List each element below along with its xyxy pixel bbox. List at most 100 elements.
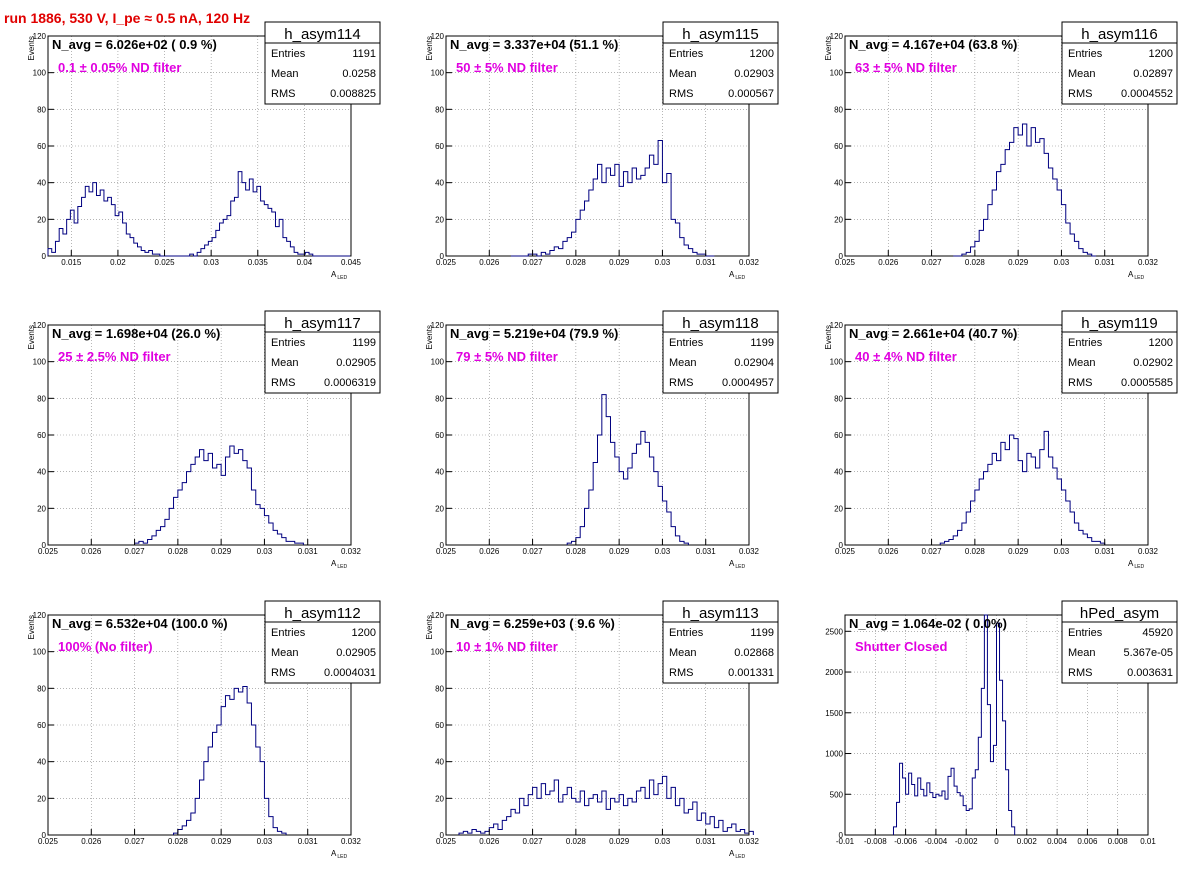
histogram-name: h_asym114 xyxy=(284,26,360,43)
y-tick-label: 40 xyxy=(435,179,444,188)
stats-label: Mean xyxy=(669,647,697,659)
y-tick-label: 100 xyxy=(33,648,47,657)
histogram-panel-h_asym116: 0.025 0.026 0.027 0.028 0.029 0.03 0.031 0.032 0… xyxy=(824,21,1178,281)
stats-value: 45920 xyxy=(1142,627,1173,639)
x-tick-label: 0 xyxy=(994,837,999,846)
x-axis-label: ALED xyxy=(1128,270,1144,281)
stats-value: 0.02868 xyxy=(734,647,774,659)
stats-value: 0.0005585 xyxy=(1121,377,1173,389)
histogram-series xyxy=(892,614,1016,835)
filter-annotation: 50 ± 5% ND filter xyxy=(456,60,558,75)
histogram-series xyxy=(47,171,351,257)
y-tick-label: 60 xyxy=(37,431,46,440)
filter-annotation: 10 ± 1% ND filter xyxy=(456,639,558,654)
y-tick-label: 120 xyxy=(33,321,47,330)
y-axis-label: Events xyxy=(425,325,434,349)
histogram-panel-h_asym112: 0.025 0.026 0.027 0.028 0.029 0.03 0.031 0.032 0… xyxy=(27,600,381,860)
x-tick-label: 0.027 xyxy=(125,547,146,556)
y-tick-label: 60 xyxy=(37,721,46,730)
y-tick-label: 120 xyxy=(33,32,47,41)
x-tick-label: -0.01 xyxy=(836,837,855,846)
stats-value: 0.000567 xyxy=(728,88,774,100)
x-tick-label: 0.03 xyxy=(1054,258,1070,267)
x-tick-label: 0.029 xyxy=(609,258,630,267)
stats-box xyxy=(264,310,381,394)
y-tick-label: 0 xyxy=(42,541,47,550)
x-axis-label: ALED xyxy=(331,559,347,570)
stats-value: 1191 xyxy=(352,48,376,60)
filter-annotation: 0.1 ± 0.05% ND filter xyxy=(58,60,181,75)
x-tick-label: 0.027 xyxy=(523,547,544,556)
y-tick-label: 0 xyxy=(440,831,445,840)
x-tick-label: 0.002 xyxy=(1017,837,1038,846)
y-tick-label: 20 xyxy=(37,504,46,513)
filter-annotation: 25 ± 2.5% ND filter xyxy=(58,349,171,364)
histogram-panel-h_asym114: 0.015 0.02 0.025 0.03 0.035 0.04 0.045 0 20 40 60 8… xyxy=(27,21,381,281)
stats-box xyxy=(264,600,381,684)
y-tick-label: 60 xyxy=(435,721,444,730)
x-tick-label: 0.01 xyxy=(1140,837,1156,846)
x-tick-label: 0.04 xyxy=(297,258,313,267)
x-tick-label: 0.032 xyxy=(1138,547,1159,556)
y-tick-label: 80 xyxy=(37,105,46,114)
histogram-series xyxy=(510,140,715,257)
x-tick-label: 0.006 xyxy=(1077,837,1098,846)
y-tick-label: 1500 xyxy=(825,709,843,718)
x-tick-label: 0.028 xyxy=(168,837,189,846)
histogram-name: h_asym113 xyxy=(682,605,758,622)
x-tick-label: 0.026 xyxy=(81,837,102,846)
stats-box xyxy=(662,21,779,105)
y-tick-label: 120 xyxy=(830,32,844,41)
y-tick-label: 80 xyxy=(435,105,444,114)
y-tick-label: 0 xyxy=(42,252,47,261)
stats-box xyxy=(662,310,779,394)
stats-value: 1200 xyxy=(1149,337,1173,349)
stats-label: Entries xyxy=(1068,48,1103,60)
stats-label: Entries xyxy=(669,337,704,349)
x-tick-label: 0.029 xyxy=(1008,258,1029,267)
y-tick-label: 40 xyxy=(37,758,46,767)
x-axis-label: ALED xyxy=(729,849,745,860)
stats-label: RMS xyxy=(271,88,295,100)
x-tick-label: -0.002 xyxy=(955,837,978,846)
stats-value: 1199 xyxy=(750,337,774,349)
y-tick-label: 80 xyxy=(435,684,444,693)
y-tick-label: 2000 xyxy=(825,668,843,677)
x-tick-label: 0.03 xyxy=(257,547,273,556)
stats-value: 0.02905 xyxy=(336,357,376,369)
stats-value: 0.02904 xyxy=(734,357,774,369)
x-tick-label: 0.026 xyxy=(81,547,102,556)
y-tick-label: 20 xyxy=(834,215,843,224)
y-tick-label: 100 xyxy=(431,648,445,657)
stats-label: Mean xyxy=(271,357,299,369)
stats-label: Entries xyxy=(669,627,704,639)
x-axis-label: ALED xyxy=(1128,559,1144,570)
histogram-name: h_asym115 xyxy=(682,26,758,43)
stats-label: Entries xyxy=(669,48,704,60)
histogram-series xyxy=(134,445,304,545)
stats-label: Mean xyxy=(271,647,299,659)
x-axis-label: ALED xyxy=(729,270,745,281)
stats-label: Mean xyxy=(1068,647,1096,659)
x-tick-label: 0.026 xyxy=(479,258,500,267)
x-tick-label: 0.025 xyxy=(835,258,856,267)
stats-box xyxy=(264,21,381,105)
stats-value: 5.367e-05 xyxy=(1123,647,1173,659)
histogram-panel-h_asym117: 0.025 0.026 0.027 0.028 0.029 0.03 0.031 0.032 0… xyxy=(27,310,381,570)
y-tick-label: 80 xyxy=(37,394,46,403)
x-tick-label: 0.035 xyxy=(248,258,269,267)
x-tick-label: 0.029 xyxy=(609,837,630,846)
y-tick-label: 500 xyxy=(830,790,844,799)
stats-label: RMS xyxy=(669,667,693,679)
y-tick-label: 0 xyxy=(42,831,47,840)
x-tick-label: 0.004 xyxy=(1047,837,1068,846)
stats-value: 1200 xyxy=(352,627,376,639)
stats-value: 0.02902 xyxy=(1133,357,1173,369)
x-tick-label: 0.029 xyxy=(211,547,232,556)
x-tick-label: 0.025 xyxy=(155,258,176,267)
x-tick-label: 0.008 xyxy=(1108,837,1129,846)
x-tick-label: 0.031 xyxy=(696,547,717,556)
y-tick-label: 120 xyxy=(830,321,844,330)
y-tick-label: 120 xyxy=(33,611,47,620)
stats-label: Mean xyxy=(271,68,299,80)
